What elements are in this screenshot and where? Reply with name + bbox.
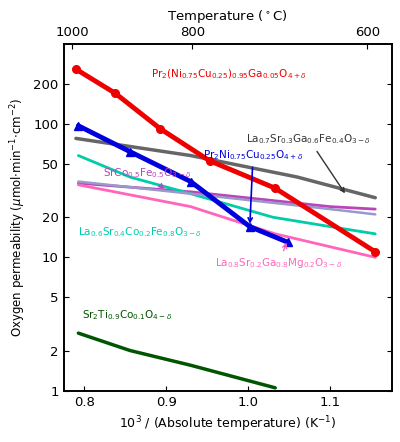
Text: La$_{0.7}$Sr$_{0.3}$Ga$_{0.6}$Fe$_{0.4}$O$_{3-\delta}$: La$_{0.7}$Sr$_{0.3}$Ga$_{0.6}$Fe$_{0.4}$… bbox=[246, 133, 372, 192]
Text: Pr$_2$Ni$_{0.75}$Cu$_{0.25}$O$_{4+\delta}$: Pr$_2$Ni$_{0.75}$Cu$_{0.25}$O$_{4+\delta… bbox=[203, 148, 303, 222]
Text: Sr$_2$Ti$_{0.9}$Co$_{0.1}$O$_{4-\delta}$: Sr$_2$Ti$_{0.9}$Co$_{0.1}$O$_{4-\delta}$ bbox=[82, 308, 173, 321]
X-axis label: Temperature ($^\circ$C): Temperature ($^\circ$C) bbox=[167, 8, 288, 25]
Text: SrCo$_{0.5}$Fe$_{0.5}$O$_{3-\delta}$: SrCo$_{0.5}$Fe$_{0.5}$O$_{3-\delta}$ bbox=[103, 166, 192, 188]
Text: La$_{0.8}$Sr$_{0.2}$Ga$_{0.8}$Mg$_{0.2}$O$_{3-\delta}$: La$_{0.8}$Sr$_{0.2}$Ga$_{0.8}$Mg$_{0.2}$… bbox=[215, 244, 343, 270]
Text: Pr$_2$(Ni$_{0.75}$Cu$_{0.25}$)$_{0.95}$Ga$_{0.05}$O$_{4+\delta}$: Pr$_2$(Ni$_{0.75}$Cu$_{0.25}$)$_{0.95}$G… bbox=[151, 68, 307, 81]
X-axis label: 10$^3$ / (Absolute temperature) (K$^{-1}$): 10$^3$ / (Absolute temperature) (K$^{-1}… bbox=[119, 414, 336, 434]
Y-axis label: Oxygen permeability ($\mu$mol$\cdot$min$^{-1}$$\cdot$cm$^{-2}$): Oxygen permeability ($\mu$mol$\cdot$min$… bbox=[8, 98, 28, 337]
Text: La$_{0.6}$Sr$_{0.4}$Co$_{0.2}$Fe$_{0.8}$O$_{3-\delta}$: La$_{0.6}$Sr$_{0.4}$Co$_{0.2}$Fe$_{0.8}$… bbox=[78, 225, 202, 239]
